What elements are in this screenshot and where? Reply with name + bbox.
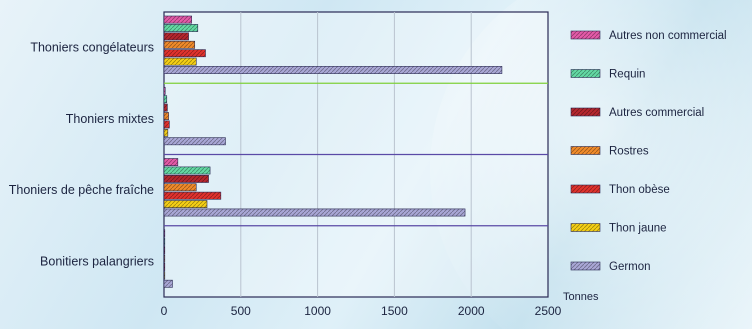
bar-hatch — [164, 58, 197, 66]
legend-swatch-hatch — [571, 69, 600, 78]
bar-hatch — [164, 24, 198, 32]
category-separators — [164, 82, 548, 227]
x-tick-label: 1500 — [381, 304, 408, 318]
category-label: Thoniers de pêche fraîche — [9, 183, 154, 197]
bar-hatch — [164, 238, 165, 246]
legend-swatch-hatch — [571, 31, 600, 39]
bar-hatch — [164, 66, 502, 74]
bar-hatch — [164, 280, 173, 288]
legend-swatch-hatch — [571, 146, 600, 155]
category-labels: Thoniers congélateurs Thoniers mixtes Thon… — [9, 41, 154, 269]
bar-hatch — [164, 95, 167, 103]
bar-hatch — [164, 120, 170, 129]
legend-swatch-hatch — [571, 185, 600, 193]
bars — [163, 15, 503, 288]
bar-hatch — [164, 87, 166, 95]
x-tick-label: 2500 — [535, 304, 562, 318]
bar-hatch — [164, 263, 165, 271]
bar-hatch — [164, 49, 206, 57]
category-label: Thoniers mixtes — [66, 112, 154, 126]
bar-hatch — [164, 229, 165, 237]
bar-hatch — [164, 32, 189, 40]
legend-swatch-hatch — [571, 108, 600, 116]
bar-hatch — [164, 200, 208, 208]
bar-hatch — [164, 137, 226, 145]
bar-hatch — [164, 254, 165, 263]
x-tick-label: 2000 — [458, 304, 485, 318]
legend-label: Thon jaune — [609, 223, 667, 235]
bar-hatch — [164, 112, 169, 120]
bar-hatch — [164, 166, 211, 175]
legend-label: Thon obèse — [609, 184, 670, 196]
legend-label: Autres non commercial — [609, 30, 727, 42]
bar-hatch — [164, 208, 466, 217]
bar-hatch — [164, 16, 192, 24]
bar-hatch — [164, 271, 165, 279]
x-tick-label: 1000 — [304, 304, 331, 318]
legend-swatch-hatch — [571, 262, 600, 270]
bar-hatch — [164, 246, 165, 254]
legend-swatch-hatch — [571, 223, 600, 232]
legend-label: Germon — [609, 261, 651, 273]
category-label: Bonitiers palangriers — [40, 254, 154, 268]
bar-hatch — [164, 129, 168, 137]
legend-label: Rostres — [609, 146, 649, 158]
bar-hatch — [164, 183, 197, 191]
bar-hatch — [164, 104, 168, 112]
legend-label: Autres commercial — [609, 107, 704, 119]
bar-hatch — [164, 192, 221, 200]
x-tick-label: 500 — [231, 304, 251, 318]
x-axis-ticks: 0 500 1000 1500 2000 2500 — [161, 304, 562, 318]
legend: Autres non commercial Requin Autres commer… — [570, 30, 727, 273]
bar-hatch — [164, 175, 209, 183]
x-tick-label: 0 — [161, 304, 168, 318]
x-axis-title: Tonnes — [563, 291, 599, 303]
category-label: Thoniers congélateurs — [30, 41, 154, 55]
bar-hatch — [164, 41, 195, 49]
legend-label: Requin — [609, 69, 645, 81]
bar-hatch — [164, 158, 178, 166]
